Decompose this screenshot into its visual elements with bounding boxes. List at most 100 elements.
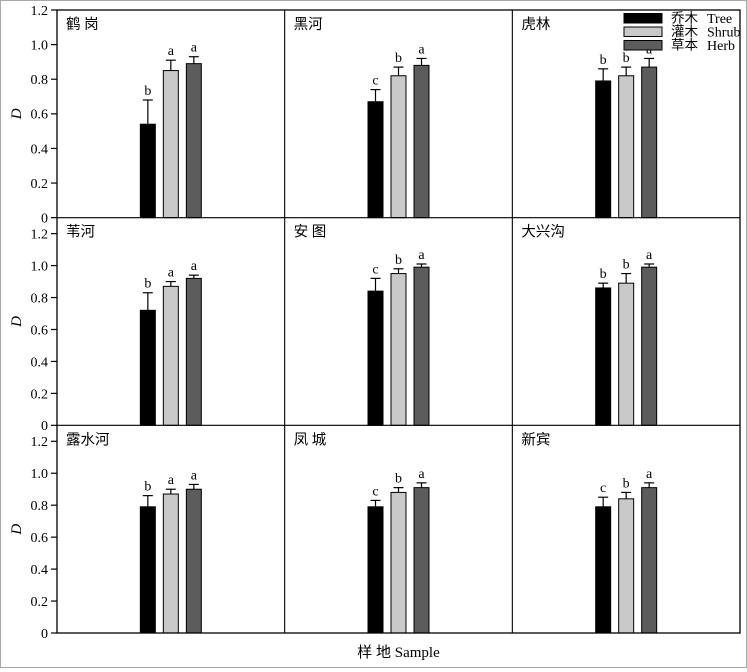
panel-大兴沟: b b a 大兴沟 — [521, 224, 658, 426]
legend-label-en-shrub: Shrub — [707, 25, 740, 40]
y-tick-label: 1.2 — [31, 435, 49, 450]
bar-shrub — [390, 491, 407, 634]
panel-苇河: b a a 苇河 — [66, 224, 202, 426]
sig-letter-tree: c — [372, 74, 378, 89]
y-tick-label: 0.8 — [31, 291, 49, 306]
panel-露水河: b a a 露水河 — [66, 431, 202, 634]
sig-letter-herb: a — [646, 248, 653, 263]
panel-凤城: c b a 凤 城 — [294, 431, 430, 634]
bar-herb — [641, 66, 658, 219]
bar-shrub — [162, 70, 179, 219]
y-tick-label: 1.0 — [31, 39, 49, 54]
bar-tree — [367, 506, 384, 634]
sig-letter-herb: a — [418, 467, 425, 482]
y-tick-label: 1.0 — [31, 467, 49, 482]
bar-herb — [641, 487, 658, 634]
sig-letter-tree: b — [600, 267, 607, 282]
bar-shrub — [618, 282, 635, 426]
y-tick-label: 0.4 — [31, 563, 49, 578]
sig-letter-tree: b — [144, 277, 151, 292]
legend-label-en-herb: Herb — [707, 39, 735, 54]
sig-letter-tree: b — [144, 84, 151, 99]
bar-shrub — [162, 493, 179, 634]
sig-letter-shrub: b — [395, 51, 402, 66]
panel-title: 鹤 岗 — [66, 16, 99, 33]
bar-shrub — [390, 273, 407, 426]
y-tick-label: 0 — [41, 627, 48, 642]
plot-frame — [56, 9, 741, 634]
panel-title: 苇河 — [66, 224, 95, 241]
bar-shrub — [390, 75, 407, 219]
bar-tree — [367, 101, 384, 219]
bar-tree — [139, 506, 156, 634]
bar-tree — [595, 506, 612, 634]
bar-herb — [641, 266, 658, 426]
bar-herb — [413, 487, 430, 634]
legend: 乔木 Tree 灌木 Shrub 草本 Herb — [623, 11, 740, 54]
y-tick-label: 0.6 — [31, 108, 49, 123]
sig-letter-shrub: b — [395, 472, 402, 487]
legend-swatch-herb — [623, 40, 663, 51]
sig-letter-tree: c — [372, 484, 378, 499]
sig-letter-shrub: b — [623, 476, 630, 491]
bar-shrub — [618, 498, 635, 634]
y-tick-label: 0.6 — [31, 531, 49, 546]
bar-tree — [139, 123, 156, 219]
bar-shrub — [162, 285, 179, 426]
y-tick-label: 0.4 — [31, 355, 49, 370]
legend-label-cn-herb: 草本 — [671, 38, 699, 53]
sig-letter-shrub: a — [168, 266, 175, 281]
bar-herb — [413, 266, 430, 426]
panel-title: 露水河 — [66, 431, 110, 448]
sig-letter-shrub: b — [623, 258, 630, 273]
panel-新宾: c b a 新宾 — [521, 431, 658, 634]
legend-label-cn-shrub: 灌木 — [671, 24, 699, 39]
sig-letter-herb: a — [191, 259, 198, 274]
y-axis-label: D — [9, 524, 25, 536]
sig-letter-tree: c — [372, 262, 378, 277]
bar-herb — [185, 488, 202, 634]
y-axis-label: D — [9, 108, 25, 120]
bar-tree — [367, 290, 384, 426]
sig-letter-shrub: b — [395, 253, 402, 268]
y-tick-label: 0.2 — [31, 387, 49, 402]
y-tick-label: 0 — [41, 212, 48, 227]
sig-letter-herb: a — [646, 467, 653, 482]
panel-title: 新宾 — [521, 431, 550, 448]
y-tick-label: 0.2 — [31, 177, 49, 192]
y-tick-label: 0.2 — [31, 595, 49, 610]
y-tick-label: 0.8 — [31, 499, 49, 514]
panel-title: 安 图 — [294, 224, 327, 241]
legend-label-en-tree: Tree — [707, 12, 732, 27]
panel-title: 大兴沟 — [521, 224, 565, 241]
sig-letter-herb: a — [418, 42, 425, 57]
sig-letter-shrub: b — [623, 51, 630, 66]
y-tick-label: 1.0 — [31, 259, 49, 274]
bar-tree — [595, 287, 612, 426]
bar-tree — [595, 80, 612, 219]
sig-letter-herb: a — [191, 468, 198, 483]
y-tick-label: 0.6 — [31, 323, 49, 338]
sig-letter-tree: b — [600, 53, 607, 68]
legend-label-cn-tree: 乔木 — [671, 11, 699, 26]
sig-letter-tree: b — [144, 480, 151, 495]
bar-herb — [185, 277, 202, 426]
y-tick-label: 0.4 — [31, 142, 49, 157]
panel-title: 黑河 — [294, 16, 323, 33]
bar-shrub — [618, 75, 635, 219]
panel-title: 凤 城 — [294, 431, 327, 448]
y-tick-label: 0.8 — [31, 73, 49, 88]
legend-swatch-shrub — [623, 26, 663, 37]
bar-herb — [413, 64, 430, 219]
sig-letter-herb: a — [418, 248, 425, 263]
sig-letter-shrub: a — [168, 44, 175, 59]
panel-虎林: bba虎林 — [521, 16, 658, 219]
sig-letter-herb: a — [191, 41, 198, 56]
y-tick-label: 1.2 — [31, 4, 49, 19]
y-axis-label: D — [9, 316, 25, 328]
panel-安图: c b a 安 图 — [294, 224, 430, 426]
panel-title: 虎林 — [521, 16, 550, 33]
panel-黑河: c b a 黑河 — [294, 16, 430, 219]
